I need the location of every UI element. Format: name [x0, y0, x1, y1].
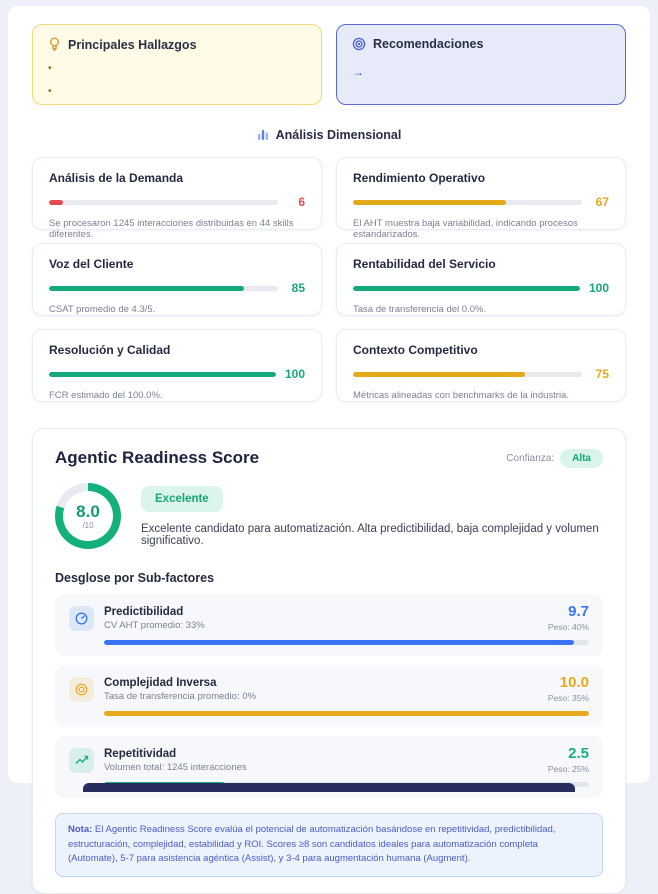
- dimension-bar-fill: [49, 199, 63, 205]
- dimension-description: Métricas alineadas con benchmarks de la …: [353, 390, 569, 401]
- dimension-description: FCR estimado del 100.0%.: [49, 390, 163, 401]
- subfactor-weight: Peso: 35%: [547, 693, 589, 703]
- subfactor-name: Predictibilidad: [104, 605, 184, 618]
- dimension-bar: [49, 285, 278, 291]
- dimension-card: Rendimiento Operativo 67 El AHT muestra …: [336, 157, 626, 240]
- trending-up-icon: [69, 747, 94, 773]
- section-title: Análisis Dimensional: [275, 128, 402, 142]
- dimensional-section-header: Análisis Dimensional: [32, 128, 626, 142]
- dimension-bar-fill: [353, 371, 525, 377]
- dimension-card: Análisis de la Demanda 6 Se procesaron 1…: [32, 157, 322, 240]
- dimension-bar: [49, 371, 276, 377]
- dimension-card: Contexto Competitivo 75 Métricas alinead…: [336, 329, 626, 402]
- dimension-score: 6: [298, 195, 305, 209]
- dimension-bar-fill: [49, 371, 276, 377]
- dimension-card: Resolución y Calidad 100 FCR estimado de…: [32, 329, 322, 402]
- subfactor-weight: Peso: 25%: [547, 764, 589, 774]
- score-value: 8.0: [76, 501, 100, 521]
- next-section-peek: [83, 783, 575, 792]
- dimension-score: 100: [588, 281, 609, 295]
- subfactor-name: Complejidad Inversa: [104, 676, 217, 689]
- gauge-icon: [69, 605, 94, 631]
- dimension-score: 75: [595, 367, 609, 381]
- findings-title: Principales Hallazgos: [68, 37, 197, 52]
- confidence-label: Confianza:: [506, 452, 555, 464]
- subfactor-detail: Volumen total: 1245 interacciones: [104, 761, 247, 773]
- agentic-readiness-card: Agentic Readiness Score Confianza: Alta …: [32, 428, 626, 894]
- dimension-title: Rendimiento Operativo: [353, 171, 486, 185]
- dimension-score: 100: [284, 367, 305, 381]
- subfactor-bar-fill: [104, 711, 589, 716]
- note-label: Nota:: [68, 824, 93, 835]
- subfactor-detail: CV AHT promedio: 33%: [104, 619, 205, 631]
- dimension-bar-fill: [353, 285, 580, 291]
- dimension-bar: [353, 199, 582, 205]
- score-ring: 8.0 /10: [55, 483, 121, 549]
- subfactor-value: 10.0: [559, 674, 589, 691]
- dimension-description: CSAT promedio de 4.3/5.: [49, 304, 156, 315]
- subfactor-value: 2.5: [568, 745, 589, 762]
- dimension-bar-fill: [353, 199, 507, 205]
- recommendations-title: Recomendaciones: [373, 37, 484, 51]
- subfactors-title: Desglose por Sub-factores: [55, 571, 215, 585]
- subfactor-row: Complejidad Inversa Tasa de transferenci…: [55, 665, 603, 727]
- score-max: /10: [82, 520, 94, 530]
- dimension-grid: Análisis de la Demanda 6 Se procesaron 1…: [32, 157, 626, 402]
- dimension-description: Tasa de transferencia del 0.0%.: [353, 304, 487, 315]
- dimension-bar: [353, 285, 580, 291]
- score-summary: Excelente candidato para automatización.…: [141, 522, 599, 547]
- subfactor-row: Predictibilidad CV AHT promedio: 33% 9.7…: [55, 594, 603, 656]
- recommendations-card: Recomendaciones →: [336, 24, 626, 105]
- dimension-card: Rentabilidad del Servicio 100 Tasa de tr…: [336, 243, 626, 316]
- dimension-bar: [353, 371, 582, 377]
- subfactor-weight: Peso: 40%: [547, 622, 589, 632]
- subfactor-value: 9.7: [568, 603, 589, 620]
- dimension-title: Rentabilidad del Servicio: [353, 257, 496, 271]
- dimension-title: Resolución y Calidad: [49, 343, 171, 357]
- score-rating-badge: Excelente: [141, 485, 223, 512]
- dimension-score: 85: [291, 281, 305, 295]
- dimension-title: Análisis de la Demanda: [49, 171, 184, 185]
- subfactor-bar-fill: [104, 640, 575, 645]
- lightbulb-icon: [48, 37, 61, 52]
- subfactor-name: Repetitividad: [104, 747, 177, 760]
- dimension-description: El AHT muestra baja variabilidad, indica…: [353, 218, 578, 240]
- dimension-score: 67: [595, 195, 609, 209]
- subfactor-detail: Tasa de transferencia promedio: 0%: [104, 690, 257, 702]
- dimension-card: Voz del Cliente 85 CSAT promedio de 4.3/…: [32, 243, 322, 316]
- methodology-note: Nota: El Agentic Readiness Score evalúa …: [55, 813, 603, 878]
- report-panel: Principales Hallazgos Recomendaciones →: [8, 6, 650, 894]
- dimension-title: Voz del Cliente: [49, 257, 134, 271]
- note-text: El Agentic Readiness Score evalúa el pot…: [68, 824, 556, 865]
- ars-title: Agentic Readiness Score: [55, 448, 260, 467]
- subfactor-bar: [104, 711, 589, 716]
- bar-chart-icon: [257, 129, 269, 141]
- finding-item: [48, 63, 306, 75]
- target-icon: [352, 37, 366, 51]
- target-icon: [69, 676, 94, 702]
- recommendation-item: →: [352, 65, 364, 79]
- dimension-title: Contexto Competitivo: [353, 343, 478, 357]
- subfactor-bar: [104, 640, 589, 645]
- dimension-bar: [49, 199, 278, 205]
- findings-list: [48, 63, 306, 98]
- dimension-description: Se procesaron 1245 interacciones distrib…: [49, 218, 294, 240]
- findings-card: Principales Hallazgos: [32, 24, 322, 105]
- finding-item: [48, 86, 306, 98]
- highlights-row: Principales Hallazgos Recomendaciones →: [32, 24, 626, 105]
- confidence-badge: Alta: [560, 448, 603, 468]
- dimension-bar-fill: [49, 285, 244, 291]
